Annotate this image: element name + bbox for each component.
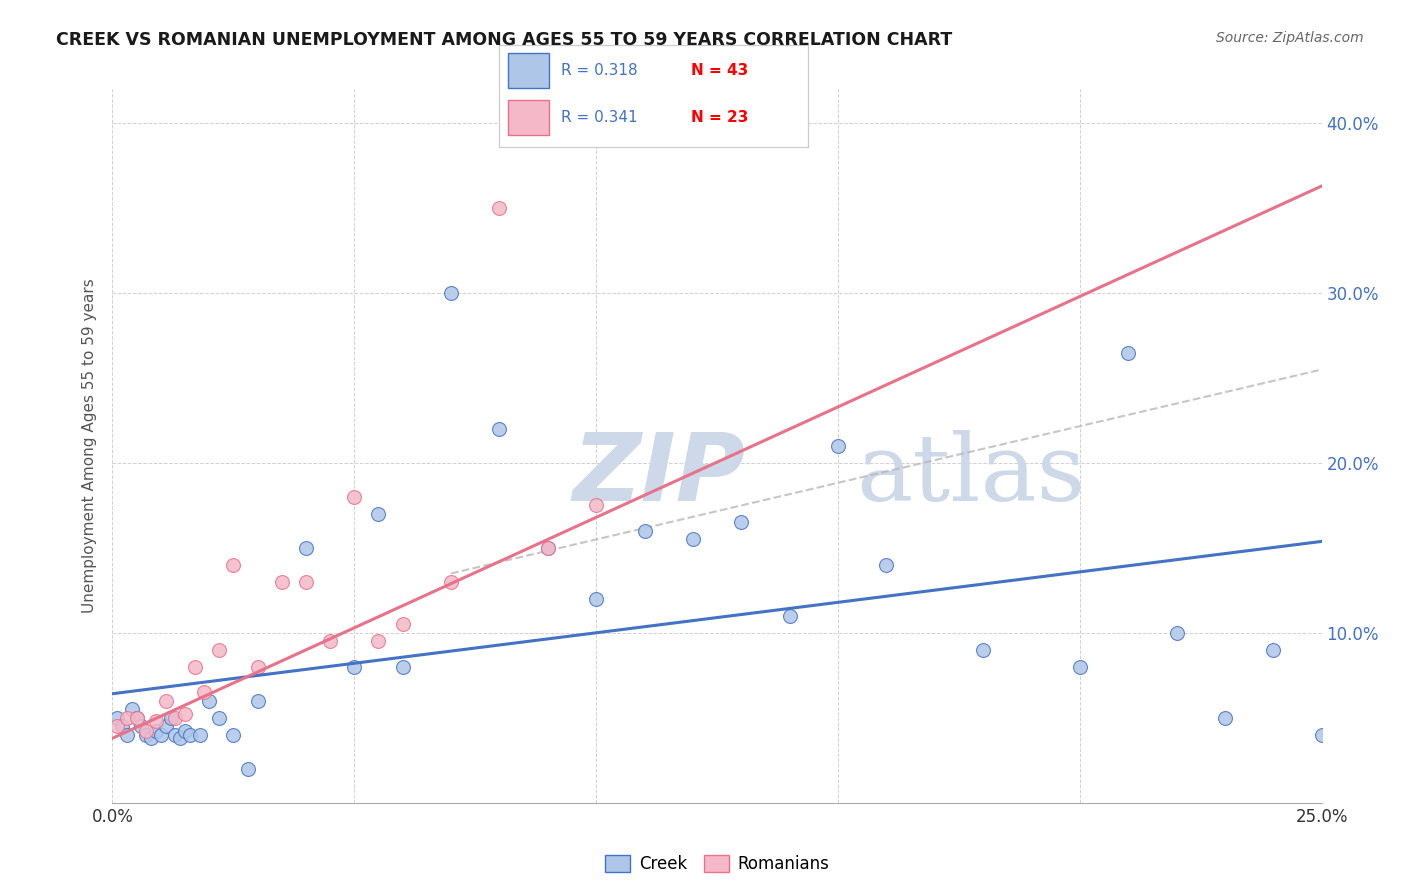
Point: [159, 711, 181, 725]
Point: [537, 541, 560, 555]
Bar: [509, 53, 548, 87]
Point: [1116, 345, 1139, 359]
Point: [972, 643, 994, 657]
Point: [174, 724, 197, 739]
Point: [125, 711, 148, 725]
Text: R = 0.318: R = 0.318: [561, 62, 637, 78]
Point: [585, 499, 607, 513]
Point: [633, 524, 655, 538]
Point: [208, 711, 231, 725]
Point: [115, 711, 138, 725]
Bar: [509, 100, 548, 135]
Point: [343, 660, 366, 674]
Point: [1310, 728, 1333, 742]
Text: N = 43: N = 43: [690, 62, 748, 78]
Point: [165, 711, 187, 725]
Point: [222, 728, 245, 742]
Point: [779, 608, 801, 623]
Point: [145, 724, 167, 739]
Point: [875, 558, 897, 572]
Point: [222, 558, 245, 572]
Point: [391, 660, 413, 674]
Point: [135, 728, 157, 742]
Point: [1166, 626, 1188, 640]
Point: [115, 728, 138, 742]
Point: [488, 422, 510, 436]
Point: [193, 685, 215, 699]
Y-axis label: Unemployment Among Ages 55 to 59 years: Unemployment Among Ages 55 to 59 years: [82, 278, 97, 614]
Point: [367, 507, 389, 521]
Point: [149, 728, 172, 742]
Text: Source: ZipAtlas.com: Source: ZipAtlas.com: [1216, 31, 1364, 45]
Point: [125, 711, 148, 725]
Point: [827, 439, 849, 453]
Point: [246, 660, 269, 674]
Point: [208, 643, 231, 657]
Text: ZIP: ZIP: [572, 428, 745, 521]
Point: [111, 719, 134, 733]
Point: [319, 634, 342, 648]
Point: [141, 731, 163, 746]
Point: [188, 728, 211, 742]
Point: [246, 694, 269, 708]
Point: [174, 707, 197, 722]
Point: [440, 286, 463, 301]
Point: [105, 711, 128, 725]
Text: CREEK VS ROMANIAN UNEMPLOYMENT AMONG AGES 55 TO 59 YEARS CORRELATION CHART: CREEK VS ROMANIAN UNEMPLOYMENT AMONG AGE…: [56, 31, 952, 49]
Point: [165, 728, 187, 742]
Point: [295, 574, 318, 589]
Point: [198, 694, 221, 708]
Legend: Creek, Romanians: Creek, Romanians: [599, 848, 835, 880]
Point: [295, 541, 318, 555]
Text: atlas: atlas: [856, 430, 1085, 519]
Point: [391, 617, 413, 632]
Point: [169, 731, 191, 746]
Point: [343, 490, 366, 504]
Point: [179, 728, 201, 742]
Point: [682, 533, 704, 547]
Point: [121, 702, 143, 716]
Point: [367, 634, 389, 648]
Point: [105, 719, 128, 733]
Point: [155, 694, 177, 708]
Point: [537, 541, 560, 555]
Point: [730, 516, 752, 530]
Text: R = 0.341: R = 0.341: [561, 110, 637, 125]
Point: [236, 762, 259, 776]
Text: N = 23: N = 23: [690, 110, 748, 125]
Point: [270, 574, 292, 589]
Point: [1263, 643, 1285, 657]
Point: [488, 201, 510, 215]
Point: [135, 724, 157, 739]
Point: [131, 719, 153, 733]
Point: [440, 574, 463, 589]
Point: [585, 591, 607, 606]
Point: [1213, 711, 1236, 725]
Point: [1069, 660, 1091, 674]
Point: [183, 660, 205, 674]
Point: [145, 714, 167, 729]
Point: [155, 719, 177, 733]
